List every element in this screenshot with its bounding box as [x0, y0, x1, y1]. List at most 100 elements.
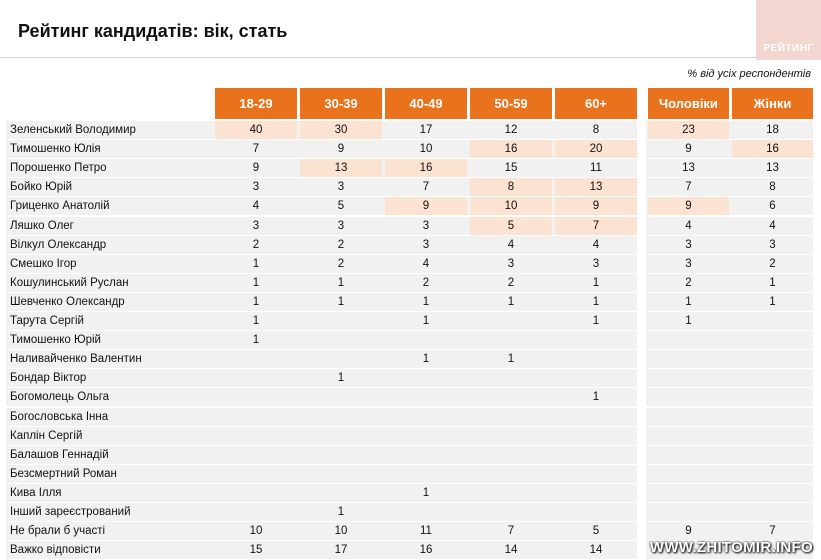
table-cell: 1 [337, 276, 345, 289]
table-cell: 7 [422, 181, 430, 194]
row-background [646, 407, 813, 426]
table-cell [648, 446, 729, 464]
table-cell: 3 [685, 238, 692, 251]
table-cell: 3 [592, 257, 600, 270]
table-cell [300, 408, 382, 426]
table-cell: 1 [685, 315, 692, 327]
table-cell: 5 [592, 525, 600, 538]
table-cell: 10 [470, 197, 552, 216]
table-row: Гриценко Анатолій 4 5 9 10 9 9 6 [0, 197, 821, 216]
table-cell: 4 [252, 200, 260, 213]
table-cell: 3 [685, 257, 692, 270]
table-cell: 3 [252, 219, 260, 232]
table-cell [555, 427, 637, 445]
table-cell: 3 [769, 238, 776, 251]
table-cell: 13 [300, 159, 382, 178]
table-cell: 1 [252, 315, 260, 327]
table-cell: 9 [555, 197, 637, 216]
table-cell [648, 388, 729, 406]
table-cell: 2 [337, 257, 345, 270]
brand-logo: РЕЙТИНГ [756, 0, 821, 60]
row-background [646, 369, 813, 388]
table-cell [385, 503, 467, 521]
table-cell: 18 [766, 124, 779, 136]
table-cell: 1 [769, 295, 776, 308]
table-cell [648, 503, 729, 521]
table-cell: 1 [422, 315, 430, 327]
row-background [646, 503, 813, 521]
row-background [646, 178, 813, 197]
table-cell: 9 [385, 197, 467, 216]
table-cell [470, 408, 552, 426]
table-cell: 1 [337, 506, 345, 518]
table-row: Наливайченко Валентин 1 1 [0, 350, 821, 369]
table-cell [385, 331, 467, 349]
title-divider [0, 57, 756, 58]
table-cell [470, 484, 552, 502]
row-background [6, 369, 637, 388]
row-background [6, 254, 637, 273]
table-cell: 15 [504, 162, 518, 175]
column-header: 30-39 [300, 88, 382, 119]
table-row: Тимошенко Юлія 7 9 10 16 20 9 16 [0, 140, 821, 159]
table-row: Вілкул Олександр 2 2 3 4 4 3 3 [0, 235, 821, 255]
table-row: Важко відповісти 15 17 16 14 14 [0, 541, 821, 560]
row-background [646, 312, 813, 330]
row-background [6, 445, 637, 464]
table-cell: 14 [504, 544, 518, 557]
candidate-name: Бондар Віктор [10, 372, 87, 385]
table-cell: 23 [648, 121, 729, 139]
table-cell [648, 408, 729, 426]
table-row: Зеленський Володимир 40 30 17 12 8 23 18 [0, 121, 821, 140]
candidate-name: Богомолець Ольга [10, 391, 110, 404]
table-cell: 1 [252, 334, 260, 347]
table-cell: 1 [592, 295, 600, 308]
row-background [6, 312, 637, 330]
table-cell [470, 331, 552, 349]
candidate-name: Бойко Юрій [10, 181, 73, 194]
table-cell [215, 465, 297, 483]
table-row: Богомолець Ольга 1 [0, 388, 821, 407]
table-cell [300, 312, 382, 330]
table-cell [470, 427, 552, 445]
table-row: Каплін Сергій [0, 426, 821, 446]
table-cell: 3 [422, 238, 430, 251]
table-row: Тимошенко Юрій 1 [0, 331, 821, 350]
table-cell [215, 408, 297, 426]
table-cell: 16 [385, 159, 467, 178]
table-cell: 16 [732, 140, 813, 159]
row-background [6, 503, 637, 521]
table-cell [555, 350, 637, 368]
column-header: 60+ [555, 88, 637, 119]
table-cell [385, 369, 467, 387]
table-cell: 4 [769, 219, 776, 232]
table-cell: 10 [249, 525, 263, 538]
table-cell [732, 369, 813, 387]
table-cell: 1 [252, 276, 260, 289]
table-cell: 3 [337, 219, 345, 232]
table-cell: 16 [470, 140, 552, 159]
table-row: Бондар Віктор 1 [0, 369, 821, 388]
table-row: Шевченко Олександр 1 1 1 1 1 1 1 [0, 292, 821, 312]
table-cell [215, 446, 297, 464]
table-cell: 7 [507, 525, 515, 538]
table-cell: 13 [555, 178, 637, 197]
table-cell: 13 [682, 162, 695, 175]
row-background [646, 541, 813, 560]
table-cell: 9 [252, 162, 260, 175]
table-row: Кошулинський Руслан 1 1 2 2 1 2 1 [0, 273, 821, 293]
candidate-name: Тимошенко Юрій [10, 334, 101, 347]
table-cell: 1 [337, 372, 345, 385]
table-cell: 3 [252, 181, 260, 194]
candidate-name: Кива Ілля [10, 486, 62, 499]
table-row: Ляшко Олег 3 3 3 5 7 4 4 [0, 216, 821, 236]
table-cell [648, 369, 729, 387]
table-row: Порошенко Петро 9 13 16 15 11 13 13 [0, 159, 821, 178]
column-header: Жінки [732, 88, 813, 119]
table-cell: 13 [766, 162, 779, 175]
table-cell [732, 427, 813, 445]
table-cell [300, 484, 382, 502]
row-background [6, 464, 637, 483]
table-cell: 16 [419, 544, 433, 557]
column-header: 50-59 [470, 88, 552, 119]
